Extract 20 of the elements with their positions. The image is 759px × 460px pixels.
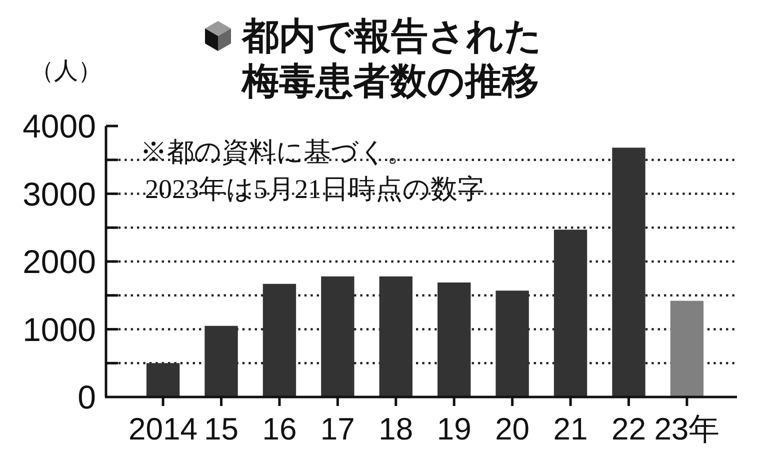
xtick-label: 19: [436, 412, 472, 446]
xtick-label: 18: [378, 412, 414, 446]
xtick-label: 2014: [128, 412, 198, 446]
ytick-label: 4000: [22, 108, 96, 144]
ytick-label: 2000: [22, 243, 96, 280]
xtick-label: 16: [262, 412, 297, 446]
xtick-label: 22: [611, 412, 646, 446]
xtick-label: 17: [320, 412, 355, 446]
title: 都内で報告された: [242, 16, 542, 56]
xtick-label: 15: [204, 412, 238, 446]
ytick-label: 3000: [22, 175, 96, 212]
annotation: ※都の資料に基づく。: [140, 137, 414, 167]
ylabel: （人）: [30, 58, 102, 84]
ytick-label: 1000: [22, 310, 96, 348]
ytick-label: 0: [78, 378, 96, 416]
xtick-label: 23年: [654, 412, 720, 446]
title: 梅毒患者数の推移: [242, 60, 539, 102]
annotation: 2023年は5月21日時点の数字: [145, 174, 484, 204]
xtick-label: 20: [495, 412, 530, 446]
xtick-label: 21: [553, 412, 588, 446]
